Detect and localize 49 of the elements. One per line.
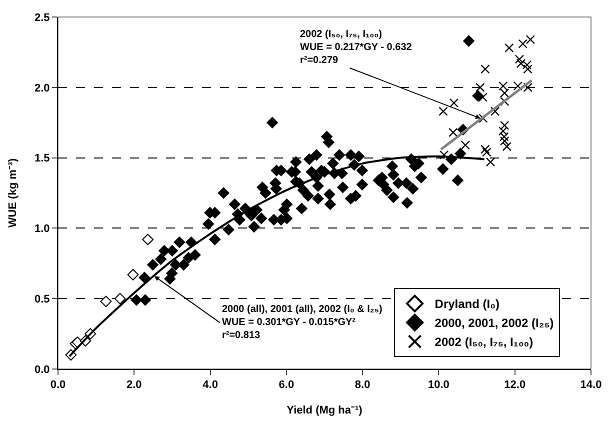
y-tick-label: 1.5 bbox=[34, 152, 50, 165]
x-tick-label: 14.0 bbox=[580, 379, 602, 392]
point bbox=[480, 64, 490, 74]
point bbox=[478, 92, 488, 102]
x-tick-label: 10.0 bbox=[428, 379, 450, 392]
point bbox=[100, 296, 112, 308]
point bbox=[514, 54, 524, 64]
x-tick-label: 12.0 bbox=[504, 379, 526, 392]
point bbox=[114, 292, 126, 304]
point bbox=[480, 144, 490, 154]
point bbox=[500, 88, 510, 98]
point bbox=[498, 81, 508, 91]
x-axis-title: Yield (Mg ha⁻¹) bbox=[286, 404, 363, 416]
point bbox=[504, 43, 514, 53]
point bbox=[449, 98, 459, 108]
point bbox=[523, 64, 532, 74]
annotation: 2002 (I₅₀, I₇₅, I₁₀₀) WUE = 0.217*GY - 0.632 r²=0.279 bbox=[300, 29, 412, 66]
point bbox=[448, 128, 458, 138]
point bbox=[438, 106, 448, 116]
point bbox=[526, 34, 536, 44]
x-tick-label: 6.0 bbox=[278, 379, 294, 392]
point bbox=[490, 106, 500, 116]
point bbox=[500, 132, 509, 142]
y-tick-label: 0.0 bbox=[34, 364, 50, 376]
point bbox=[486, 157, 496, 167]
x-tick-label: 0.0 bbox=[50, 379, 66, 392]
legend-label: 2000, 2001, 2002 (I₂₅) bbox=[434, 316, 554, 330]
point bbox=[482, 148, 492, 157]
point bbox=[518, 39, 528, 48]
point bbox=[502, 142, 512, 152]
x-tick-label: 8.0 bbox=[354, 379, 370, 392]
x-tick-label: 4.0 bbox=[202, 379, 218, 392]
point bbox=[476, 82, 485, 92]
point bbox=[460, 140, 470, 150]
y-tick-label: 0.5 bbox=[34, 293, 50, 306]
y-tick-label: 2.5 bbox=[34, 12, 50, 24]
point bbox=[142, 234, 154, 246]
point bbox=[439, 150, 449, 160]
y-axis-title: WUE (kg m⁻³) bbox=[7, 158, 20, 228]
point bbox=[127, 268, 139, 280]
y-tick-label: 2.0 bbox=[34, 82, 50, 94]
y-tick-label: 1.0 bbox=[34, 223, 50, 236]
point bbox=[498, 126, 508, 136]
point bbox=[500, 120, 510, 130]
annotation: 2000 (all), 2001 (all), 2002 (I₀ & I₂₅) WUE = 0.301*GY - 0.015*GY² r²=0.813 bbox=[222, 304, 382, 341]
x-tick-label: 2.0 bbox=[126, 379, 142, 392]
legend-label: Dryland (I₀) bbox=[434, 297, 500, 312]
legend-label: 2002 (I₅₀, I₇₅, I₁₀₀) bbox=[434, 335, 534, 350]
point bbox=[500, 136, 510, 146]
